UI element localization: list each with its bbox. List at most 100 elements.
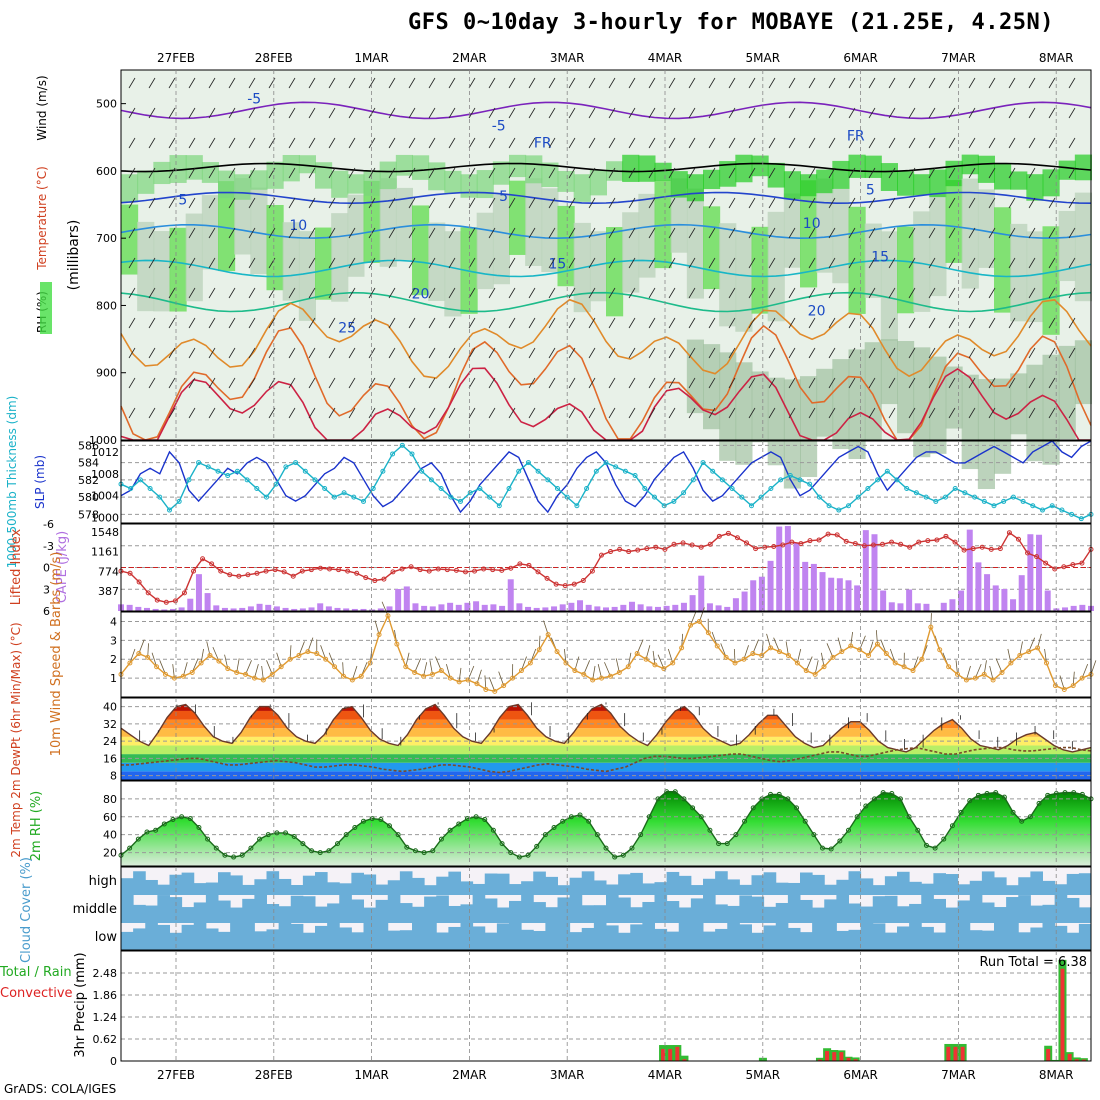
wind-barb (448, 347, 456, 359)
cloud-cell (751, 932, 765, 951)
rh-band (719, 161, 737, 187)
wind-barb (728, 107, 736, 119)
thickness-axis-label: 1000-500mb Thickness (dm) (5, 396, 19, 569)
cloud-cell (739, 895, 752, 923)
wind-barb (888, 197, 896, 209)
rh-band (703, 169, 721, 190)
wind-barb (168, 77, 176, 89)
rh-point (291, 833, 297, 839)
rh-point (412, 848, 418, 854)
wind-barb (748, 77, 756, 89)
wind-barb (528, 347, 536, 359)
cloud-cell (678, 875, 692, 895)
wind-barb (668, 287, 676, 299)
thickness-point (448, 494, 454, 500)
rh-band (347, 174, 365, 194)
wind-barb (1028, 137, 1036, 149)
cloud-cell (533, 930, 546, 951)
wind-barb (468, 107, 476, 119)
thickness-tick-label: 584 (78, 457, 99, 470)
wind-barb (828, 317, 836, 329)
wind-barb (248, 167, 256, 179)
wind-barb (588, 197, 596, 209)
cloud-cell (994, 907, 1007, 923)
wind-barb (208, 167, 216, 179)
wind-speed-point (661, 666, 667, 672)
wind-barb (888, 317, 896, 329)
rh-band (751, 371, 769, 443)
legend-wind: Wind (m/s) (35, 75, 49, 140)
wind-speed-point (919, 656, 925, 662)
wind-barb (188, 197, 196, 209)
wind-barb (688, 377, 696, 389)
wind-barb (1008, 227, 1016, 239)
wind-barb (748, 317, 756, 329)
cape-bar (611, 606, 618, 611)
thickness-point (516, 468, 522, 474)
cloud-cell (1030, 871, 1043, 895)
rh-point (135, 836, 141, 842)
wind-barb (588, 77, 596, 89)
thickness-point (176, 498, 182, 504)
wind-barb (508, 287, 516, 299)
wind-speed-point (1061, 686, 1067, 692)
isotherm-label: 5 (499, 189, 508, 205)
wind-barb (548, 377, 556, 389)
rh-band (137, 221, 155, 312)
wind-barb (908, 287, 916, 299)
wind-speed-point (768, 645, 774, 651)
precip-convective-bar (668, 1048, 673, 1061)
wind-barb (808, 227, 816, 239)
rh-band (945, 366, 963, 429)
wind-barb (968, 287, 976, 299)
rh-point (1027, 814, 1033, 820)
cape-bar (958, 590, 965, 611)
wind-barb (388, 257, 396, 269)
wind-speed-point (474, 681, 480, 687)
cape-bar (810, 563, 817, 611)
rh-band (751, 155, 769, 177)
wind-barb (808, 107, 816, 119)
date-label-bottom: 8MAR (1039, 1068, 1074, 1082)
wind-speed-point (652, 662, 658, 668)
cloud-cell (121, 878, 134, 895)
isotherm-label: 15 (549, 256, 567, 272)
rh-band (994, 378, 1012, 474)
cape-bar (429, 606, 436, 611)
wind-barb (148, 167, 156, 179)
rh-point (594, 832, 600, 838)
wind-barb (1028, 377, 1036, 389)
rh-band (476, 212, 494, 290)
wind-barb (988, 257, 996, 269)
thickness-point (758, 494, 764, 500)
wind-barb (408, 77, 416, 89)
lifted-index-point (852, 541, 858, 547)
thickness-point (487, 494, 493, 500)
wind-barb (720, 643, 727, 658)
cloud-cell (1066, 897, 1080, 923)
cape-bar (481, 604, 488, 611)
lifted-index-point (1052, 566, 1058, 572)
cloud-cell (557, 897, 571, 923)
rh-point (239, 852, 245, 858)
cloud-cell (581, 871, 595, 895)
run-total-label: Run Total = 6.38 (979, 955, 1087, 970)
cape-bar (715, 605, 722, 611)
rh-band (654, 162, 672, 181)
isotherm-label: FR (847, 129, 865, 145)
lifted-index-point (200, 556, 206, 562)
thickness-point (739, 494, 745, 500)
wind-barb (159, 660, 166, 675)
wind-barb (468, 287, 476, 299)
cloud-cell (1018, 877, 1031, 895)
wind-barb (328, 347, 336, 359)
wind-barb (208, 77, 216, 89)
cape-bar (239, 607, 246, 611)
wind-barb (488, 107, 496, 119)
cape-bar (871, 534, 878, 611)
wind-barb (348, 167, 356, 179)
cloud-cell (727, 905, 740, 923)
thickness-point (923, 494, 929, 500)
thickness-point (613, 464, 619, 470)
cloud-cell (315, 906, 328, 923)
